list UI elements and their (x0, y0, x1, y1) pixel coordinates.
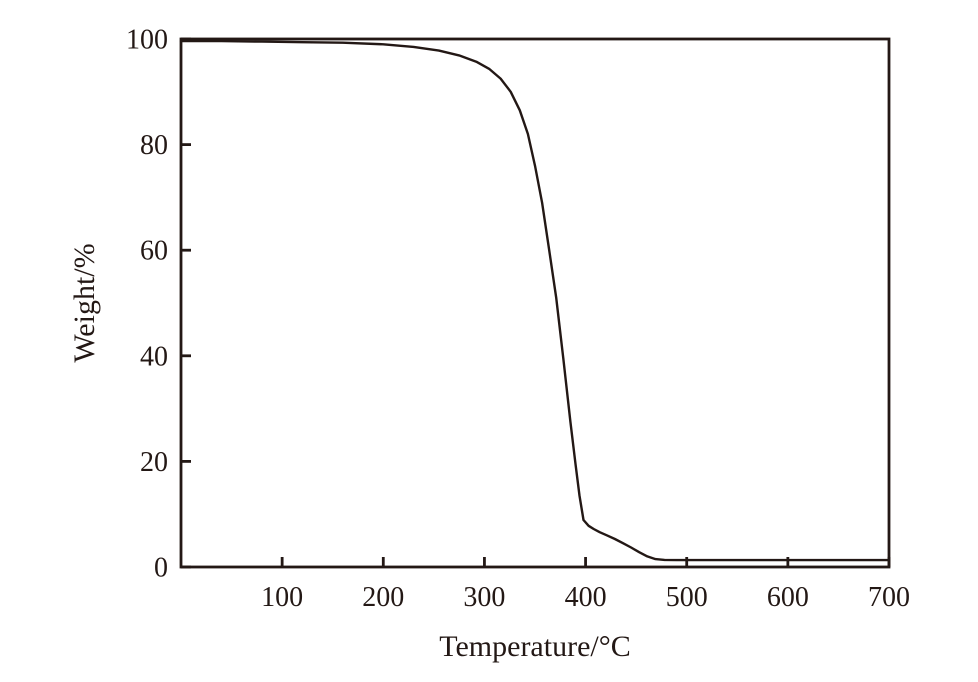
y-tick-label: 60 (140, 236, 168, 267)
x-tick-label: 300 (463, 582, 505, 613)
y-tick-label: 20 (140, 447, 168, 478)
tga-weight-curve (179, 39, 891, 562)
x-tick-label: 200 (362, 582, 404, 613)
y-axis-title: Weight/% (68, 243, 101, 363)
y-tick-label: 40 (140, 341, 168, 372)
x-tick-label: 700 (868, 582, 910, 613)
y-tick-label: 80 (140, 130, 168, 161)
x-tick-label: 500 (666, 582, 708, 613)
x-tick-label: 400 (565, 582, 607, 613)
y-tick-label: 100 (126, 25, 168, 56)
y-tick-label: 0 (154, 553, 168, 584)
x-axis-title: Temperature/°C (439, 630, 631, 663)
x-tick-label: 100 (261, 582, 303, 613)
x-tick-label: 600 (767, 582, 809, 613)
plot-border (179, 37, 891, 569)
